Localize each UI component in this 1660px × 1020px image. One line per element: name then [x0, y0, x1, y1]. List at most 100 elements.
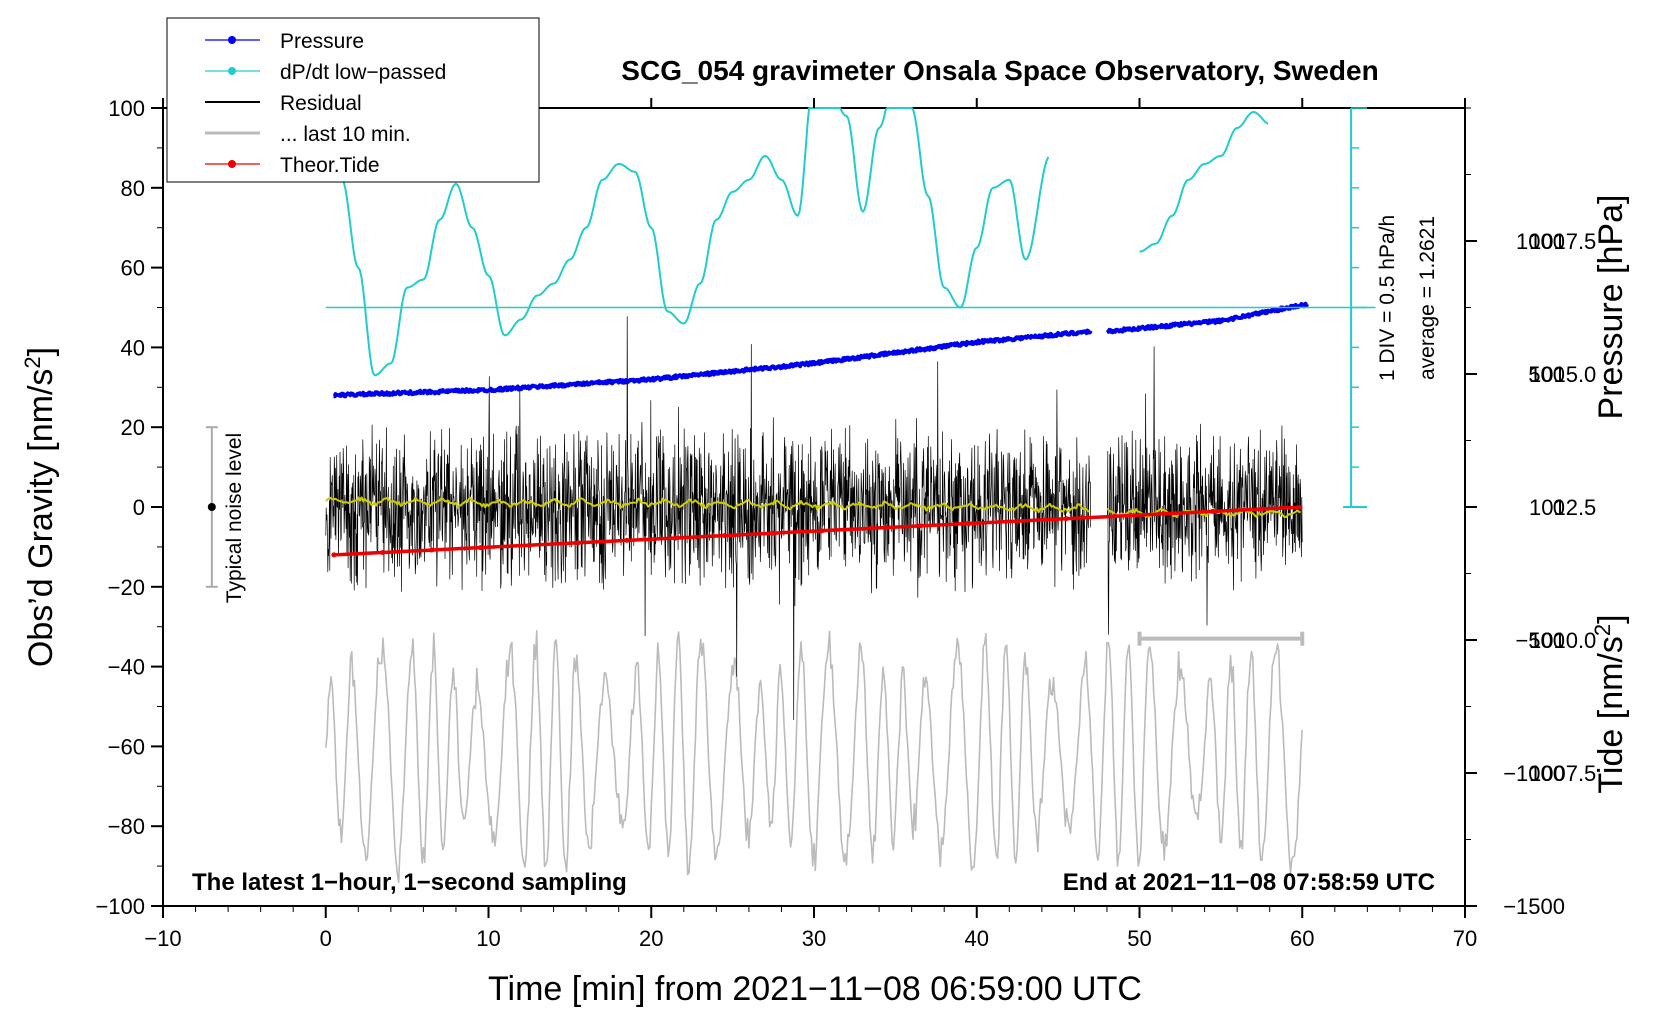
legend-marker-tide	[228, 160, 236, 168]
tide-point	[1210, 508, 1216, 514]
x-tick-label: 40	[965, 926, 989, 951]
tide-point	[331, 552, 337, 558]
x-tick-label: 70	[1453, 926, 1477, 951]
dpdt-line	[1139, 111, 1269, 253]
y-tick-label: −100	[95, 894, 145, 919]
chart-title: SCG_054 gravimeter Onsala Space Observat…	[621, 55, 1378, 86]
tide-point	[1112, 513, 1118, 519]
scale-label-average: average = 1.2621	[1416, 216, 1439, 380]
x-tick-label: 30	[802, 926, 826, 951]
dpdt-scale-bar	[1343, 107, 1368, 508]
tide-tick-label: 500	[1528, 362, 1565, 387]
y-tick-label: −20	[108, 575, 145, 600]
legend-label-residual: Residual	[280, 92, 362, 115]
theoretical-tide-series	[331, 505, 1303, 558]
pressure-tick-label: 1010.0	[1529, 628, 1596, 653]
y-axis-label-tide: Tide [nm/s2]	[1590, 614, 1631, 793]
residual-series	[325, 316, 1303, 721]
last-10-min-line	[325, 629, 1303, 883]
tide-point	[721, 533, 727, 539]
last-10-min-series	[325, 629, 1303, 883]
x-tick-label: 50	[1127, 926, 1151, 951]
x-tick-label: 20	[639, 926, 663, 951]
noise-label: Typical noise level	[223, 433, 246, 603]
legend-label-dpdt: dP/dt low−passed	[280, 61, 446, 84]
pressure-axis-ticks: 1017.5 1015.0 1012.5 1010.0 1007.5	[1465, 107, 1596, 840]
residual-line	[325, 316, 1092, 721]
tide-point	[1014, 518, 1020, 524]
tide-point	[1259, 506, 1265, 512]
y-tick-label: 60	[121, 256, 145, 281]
tide-point	[1161, 511, 1167, 517]
y-tick-label: 0	[133, 495, 145, 520]
residual-smoothed-series	[325, 496, 1301, 519]
y-tick-label: 40	[121, 335, 145, 360]
pressure-series	[332, 301, 1309, 399]
y-tick-label: −60	[108, 734, 145, 759]
x-tick-label: 0	[320, 926, 332, 951]
legend-item-last10: ... last 10 min.	[205, 123, 411, 146]
tide-tick-label: −500	[1515, 628, 1565, 653]
residual-smoothed-line	[325, 496, 1090, 514]
legend-marker-pressure	[228, 36, 236, 44]
tide-point	[526, 542, 532, 548]
footer-left: The latest 1−hour, 1−second sampling	[192, 869, 627, 896]
pressure-line	[1105, 301, 1309, 335]
tide-point	[429, 547, 435, 553]
footer-right: End at 2021−11−08 07:58:59 UTC	[1063, 869, 1435, 896]
legend-box	[166, 17, 540, 183]
x-tick-label: 10	[476, 926, 500, 951]
x-tick-label: 60	[1290, 926, 1314, 951]
pressure-tick-label: 1012.5	[1529, 495, 1596, 520]
legend-item-pressure: Pressure	[205, 30, 364, 53]
last-10-min-marker	[1137, 631, 1305, 646]
y-tick-label: 80	[121, 176, 145, 201]
legend-item-dpdt: dP/dt low−passed	[205, 61, 446, 84]
pressure-tick-label: 1017.5	[1529, 229, 1596, 254]
legend-label-pressure: Pressure	[280, 30, 364, 53]
tide-point	[1063, 516, 1069, 522]
tide-point	[966, 520, 972, 526]
pressure-line	[332, 328, 1093, 399]
tide-line	[333, 505, 1303, 557]
y-tick-label: −80	[108, 814, 145, 839]
x-axis-ticks: −10 0 10 20 30 40 50 60 70	[144, 98, 1477, 951]
tide-point	[917, 523, 923, 529]
dpdt-series	[325, 107, 1269, 377]
noise-bar-point	[207, 503, 216, 511]
tide-point	[380, 549, 386, 555]
tide-tick-label: −1500	[1503, 894, 1565, 919]
tide-tick-label: 0	[1553, 495, 1565, 520]
legend-marker-dpdt	[228, 67, 236, 75]
tide-point	[868, 525, 874, 531]
pressure-tick-label: 1015.0	[1529, 362, 1596, 387]
y-tick-label: 100	[108, 96, 145, 121]
residual-smoothed-line	[1106, 507, 1301, 519]
tide-point	[575, 540, 581, 546]
tide-point	[819, 528, 825, 534]
legend-label-last10: ... last 10 min.	[280, 123, 411, 146]
tide-point	[770, 530, 776, 536]
x-tick-label: −10	[144, 926, 181, 951]
y-axis-label-left: Obs’d Gravity [nm/s2]	[20, 347, 61, 667]
scale-label-div: 1 DIV = 0.5 hPa/h	[1376, 215, 1399, 381]
dpdt-line	[325, 107, 1050, 377]
tide-point	[673, 535, 679, 541]
tide-point	[477, 545, 483, 551]
legend-label-tide: Theor.Tide	[280, 154, 380, 177]
tide-tick-label: −1000	[1503, 761, 1565, 786]
y-tick-label: 20	[121, 415, 145, 440]
tide-tick-label: 1000	[1516, 229, 1565, 254]
legend-item-residual: Residual	[205, 92, 362, 115]
residual-line	[1107, 346, 1303, 635]
noise-bar	[205, 426, 218, 588]
legend: Pressure dP/dt low−passed Residual ... l…	[166, 17, 540, 183]
y-tick-label: −40	[108, 655, 145, 680]
y-axis-ticks: 100 80 60 40 20 0 −20 −40 −60 −80 −100	[95, 96, 163, 919]
pressure-tick-label: 1007.5	[1529, 761, 1596, 786]
y-axis-label-pressure: Pressure [hPa]	[1592, 195, 1630, 420]
tide-point	[624, 537, 630, 543]
x-axis-label: Time [min] from 2021−11−08 06:59:00 UTC	[488, 970, 1142, 1008]
tide-axis-ticks: 1000 500 0 −500 −1000 −1500	[1465, 174, 1565, 919]
